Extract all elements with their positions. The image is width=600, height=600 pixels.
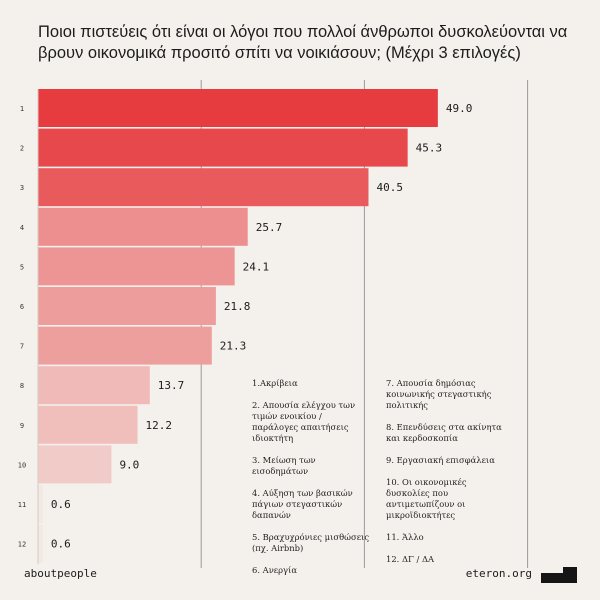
value-label: 12.2 [146,419,173,432]
bar [38,247,235,286]
category-label: 4 [20,224,24,232]
value-label: 40.5 [376,181,403,194]
value-label: 0.6 [51,538,71,551]
legend-item: 7. Απουσία δημόσιας κοινωνικής στεγαστικ… [386,378,492,410]
category-label: 1 [20,105,24,113]
category-label: 9 [20,422,24,430]
legend-column-1: 1.Ακρίβεια 2. Απουσία ελέγχου των τιμών … [252,378,370,587]
category-label: 8 [20,382,24,390]
legend-item: 1.Ακρίβεια [252,378,298,388]
value-label: 24.1 [243,260,270,273]
publisher-label: eteron.org [465,567,532,580]
source-label: aboutpeople [24,567,97,580]
value-label: 9.0 [119,458,139,471]
bar [38,485,43,523]
category-label: 11 [18,501,26,509]
bar [38,524,43,563]
eteron-logo-icon [541,567,577,583]
value-label: 21.3 [220,340,247,353]
legend-item: 12. ΔΓ / ΔΑ [386,554,435,564]
bar [38,287,216,325]
value-label: 13.7 [158,379,185,392]
bar [38,128,408,167]
legend-column-2: 7. Απουσία δημόσιας κοινωνικής στεγαστικ… [386,378,508,576]
category-label: 12 [18,541,26,549]
category-label: 5 [20,263,24,271]
legend-item: 6. Ανεργία [252,565,297,575]
legend-item: 3. Μείωση των εισοδημάτων [252,455,316,476]
category-label: 10 [18,461,26,469]
bar [38,366,150,405]
category-label: 3 [20,184,24,192]
bar [38,445,112,484]
value-label: 45.3 [416,142,443,155]
category-label: 7 [20,343,24,351]
legend-item: 2. Απουσία ελέγχου των τιμών ενοικίου / … [252,400,356,443]
legend-item: 11. Άλλο [386,532,424,542]
legend-item: 8. Επενδύσεις στα ακίνητα και κερδοσκοπί… [386,422,502,443]
category-label: 2 [20,145,24,153]
value-label: 49.0 [446,102,473,115]
bar [38,207,248,246]
legend-item: 4. Αύξηση των βασικών πάγιων στεγαστικών… [252,488,353,520]
chart-title: Ποιοι πιστεύεις ότι είναι οι λόγοι που π… [38,23,568,62]
value-label: 25.7 [256,221,283,234]
legend-item: 9. Εργασιακή επισφάλεια [386,455,495,465]
category-label: 6 [20,303,24,311]
bar [38,168,369,207]
legend-item: 5. Βραχυχρόνιες μισθώσεις (πχ. Airbnb) [252,532,370,553]
bar [38,405,138,444]
legend-item: 10. Οι οικονομικές δυσκολίες που αντιμετ… [386,477,467,520]
bar [38,89,438,127]
bar [38,326,212,365]
value-label: 21.8 [224,300,251,313]
value-label: 0.6 [51,498,71,511]
